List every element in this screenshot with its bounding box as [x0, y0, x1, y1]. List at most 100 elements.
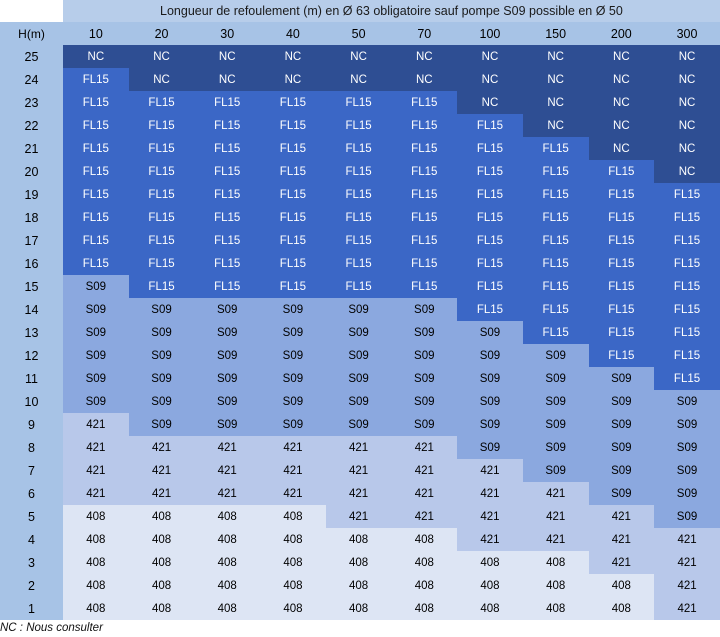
pump-cell: FL15 [457, 298, 523, 321]
height-row-label: 23 [0, 91, 63, 114]
pump-cell: FL15 [260, 229, 326, 252]
pump-cell: 421 [588, 505, 655, 528]
pump-cell: NC [588, 91, 655, 114]
pump-cell: FL15 [391, 275, 458, 298]
pump-cell: 408 [194, 505, 261, 528]
pump-cell: 408 [194, 597, 261, 620]
pump-cell: FL15 [63, 91, 129, 114]
pump-cell: NC [654, 137, 720, 160]
pump-cell: 408 [128, 505, 195, 528]
length-header: 70 [391, 22, 458, 45]
pump-cell: 421 [391, 482, 458, 505]
pump-cell: FL15 [63, 229, 129, 252]
pump-cell: S09 [588, 459, 655, 482]
length-header: 40 [260, 22, 326, 45]
height-axis-label: H(m) [0, 22, 63, 45]
pump-cell: 408 [63, 597, 129, 620]
pump-cell: FL15 [63, 160, 129, 183]
pump-cell: FL15 [588, 160, 655, 183]
pump-cell: FL15 [194, 91, 261, 114]
pump-cell: S09 [325, 413, 392, 436]
pump-cell: S09 [128, 390, 195, 413]
length-header: 150 [522, 22, 589, 45]
pump-cell: 408 [128, 551, 195, 574]
pump-cell: 408 [522, 597, 589, 620]
pump-cell: NC [588, 45, 655, 68]
pump-cell: S09 [522, 459, 589, 482]
height-row-label: 24 [0, 68, 63, 91]
height-row-label: 19 [0, 183, 63, 206]
pump-cell: NC [654, 91, 720, 114]
pump-cell: S09 [194, 344, 261, 367]
pump-cell: FL15 [391, 206, 458, 229]
pump-cell: FL15 [654, 298, 720, 321]
pump-cell: FL15 [588, 298, 655, 321]
pump-cell: FL15 [325, 91, 392, 114]
pump-cell: 408 [325, 597, 392, 620]
height-row-label: 5 [0, 505, 63, 528]
pump-cell: NC [194, 45, 261, 68]
pump-cell: FL15 [194, 137, 261, 160]
pump-cell: S09 [63, 344, 129, 367]
pump-cell: FL15 [588, 229, 655, 252]
pump-cell: FL15 [654, 206, 720, 229]
pump-cell: FL15 [325, 252, 392, 275]
pump-cell: FL15 [391, 137, 458, 160]
pump-cell: S09 [128, 321, 195, 344]
length-header: 50 [325, 22, 392, 45]
pump-cell: FL15 [63, 114, 129, 137]
pump-cell: 408 [63, 505, 129, 528]
pump-cell: 421 [260, 482, 326, 505]
pump-cell: 421 [63, 459, 129, 482]
pump-cell: FL15 [128, 229, 195, 252]
pump-cell: S09 [194, 298, 261, 321]
pump-cell: FL15 [654, 275, 720, 298]
height-row-label: 8 [0, 436, 63, 459]
pump-cell: S09 [391, 298, 458, 321]
pump-cell: NC [391, 45, 458, 68]
pump-cell: 408 [457, 597, 523, 620]
pump-cell: S09 [325, 321, 392, 344]
pump-cell: 421 [457, 482, 523, 505]
pump-cell: FL15 [588, 252, 655, 275]
pump-cell: 421 [194, 459, 261, 482]
pump-cell: FL15 [588, 275, 655, 298]
pump-cell: S09 [128, 367, 195, 390]
pump-cell: 421 [391, 505, 458, 528]
pump-cell: S09 [194, 390, 261, 413]
pump-cell: FL15 [457, 275, 523, 298]
pump-cell: NC [654, 68, 720, 91]
pump-cell: FL15 [325, 206, 392, 229]
pump-cell: FL15 [260, 137, 326, 160]
pump-cell: 421 [63, 436, 129, 459]
pump-cell: NC [325, 45, 392, 68]
pump-cell: FL15 [654, 321, 720, 344]
pump-cell: S09 [325, 390, 392, 413]
pump-cell: 408 [391, 574, 458, 597]
pump-cell: 421 [260, 436, 326, 459]
pump-cell: FL15 [260, 275, 326, 298]
pump-cell: 408 [194, 551, 261, 574]
pump-cell: S09 [391, 413, 458, 436]
pump-cell: S09 [194, 367, 261, 390]
pump-cell: FL15 [457, 229, 523, 252]
height-row-label: 21 [0, 137, 63, 160]
pump-cell: 408 [63, 574, 129, 597]
length-header: 200 [588, 22, 655, 45]
pump-cell: 408 [128, 528, 195, 551]
pump-cell: FL15 [128, 252, 195, 275]
height-row-label: 6 [0, 482, 63, 505]
pump-cell: FL15 [194, 252, 261, 275]
pump-cell: FL15 [325, 137, 392, 160]
pump-cell: NC [522, 114, 589, 137]
pump-cell: NC [588, 114, 655, 137]
pump-cell: S09 [325, 367, 392, 390]
pump-cell: FL15 [325, 114, 392, 137]
pump-cell: 408 [260, 505, 326, 528]
height-row-label: 14 [0, 298, 63, 321]
pump-cell: S09 [128, 413, 195, 436]
pump-cell: S09 [654, 482, 720, 505]
pump-cell: 421 [457, 505, 523, 528]
pump-cell: S09 [128, 298, 195, 321]
height-row-label: 3 [0, 551, 63, 574]
